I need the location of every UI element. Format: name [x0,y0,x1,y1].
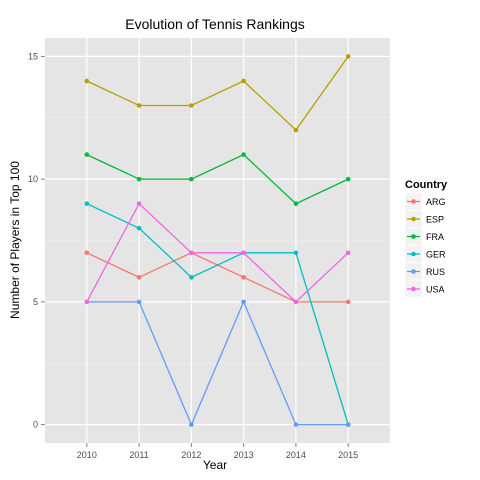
y-tick-label: 10 [28,174,38,184]
data-point-arg [136,275,142,280]
x-tick-label: 2011 [129,450,148,460]
legend-marker-esp [411,216,416,222]
x-axis: 2010 2011 2012 2013 2014 2015 [77,443,358,460]
legend-label-arg: ARG [426,197,446,207]
data-point-usa [189,250,194,256]
data-point-rus [293,422,299,427]
data-point-fra [293,201,299,206]
data-point-fra [241,152,246,157]
data-point-usa [84,299,90,305]
legend-label-esp: ESP [426,215,444,225]
chart-title: Evolution of Tennis Rankings [125,16,305,32]
x-tick-label: 2014 [286,450,306,460]
legend-title: Country [405,179,448,191]
x-tick-label: 2012 [181,450,201,460]
data-point-esp [293,127,299,133]
legend-label-fra: FRA [426,232,444,242]
data-point-esp [84,78,90,84]
data-point-usa [241,250,246,256]
y-tick-label: 15 [28,51,38,61]
legend: Country ARG ESP FRA GER RUS USA [404,179,448,298]
legend-marker-rus [411,269,416,274]
data-point-fra [136,176,142,182]
data-point-fra [84,152,90,157]
y-tick-label: 0 [33,420,38,430]
legend-label-usa: USA [426,285,445,295]
x-axis-title: Year [203,458,227,472]
data-point-rus [189,422,194,427]
series-line-fra [86,153,349,205]
data-point-arg [345,299,351,305]
data-point-fra [189,176,194,182]
data-point-rus [241,299,246,305]
data-point-usa [293,299,299,305]
data-point-esp [345,54,351,59]
legend-marker-ger [411,251,416,257]
data-point-esp [189,103,194,108]
legend-marker-fra [411,234,416,239]
data-point-esp [136,103,142,108]
data-point-rus [345,422,351,427]
data-point-usa [136,201,142,206]
legend-marker-usa [411,286,416,292]
series-line-ger [86,203,349,425]
data-point-arg [84,250,90,256]
y-axis: 0 5 10 15 [28,51,45,430]
series-line-usa [86,202,349,303]
data-point-ger [189,275,194,280]
x-tick-label: 2010 [77,450,97,460]
legend-label-rus: RUS [426,267,445,277]
y-tick-label: 5 [33,297,38,307]
series-line-rus [86,300,349,427]
series-points [84,54,351,427]
data-point-ger [84,201,90,206]
x-tick-label: 2015 [338,450,358,460]
legend-marker-arg [411,199,416,204]
y-axis-title: Number of Players in Top 100 [8,161,22,319]
data-point-ger [136,225,142,231]
data-point-fra [345,176,351,182]
legend-label-ger: GER [426,250,446,260]
data-point-ger [293,250,299,256]
data-point-esp [241,78,246,84]
series-lines [86,56,349,427]
data-point-arg [241,275,246,280]
data-point-usa [345,250,351,256]
series-line-esp [86,56,349,131]
data-point-rus [136,299,142,305]
x-tick-label: 2013 [234,450,254,460]
